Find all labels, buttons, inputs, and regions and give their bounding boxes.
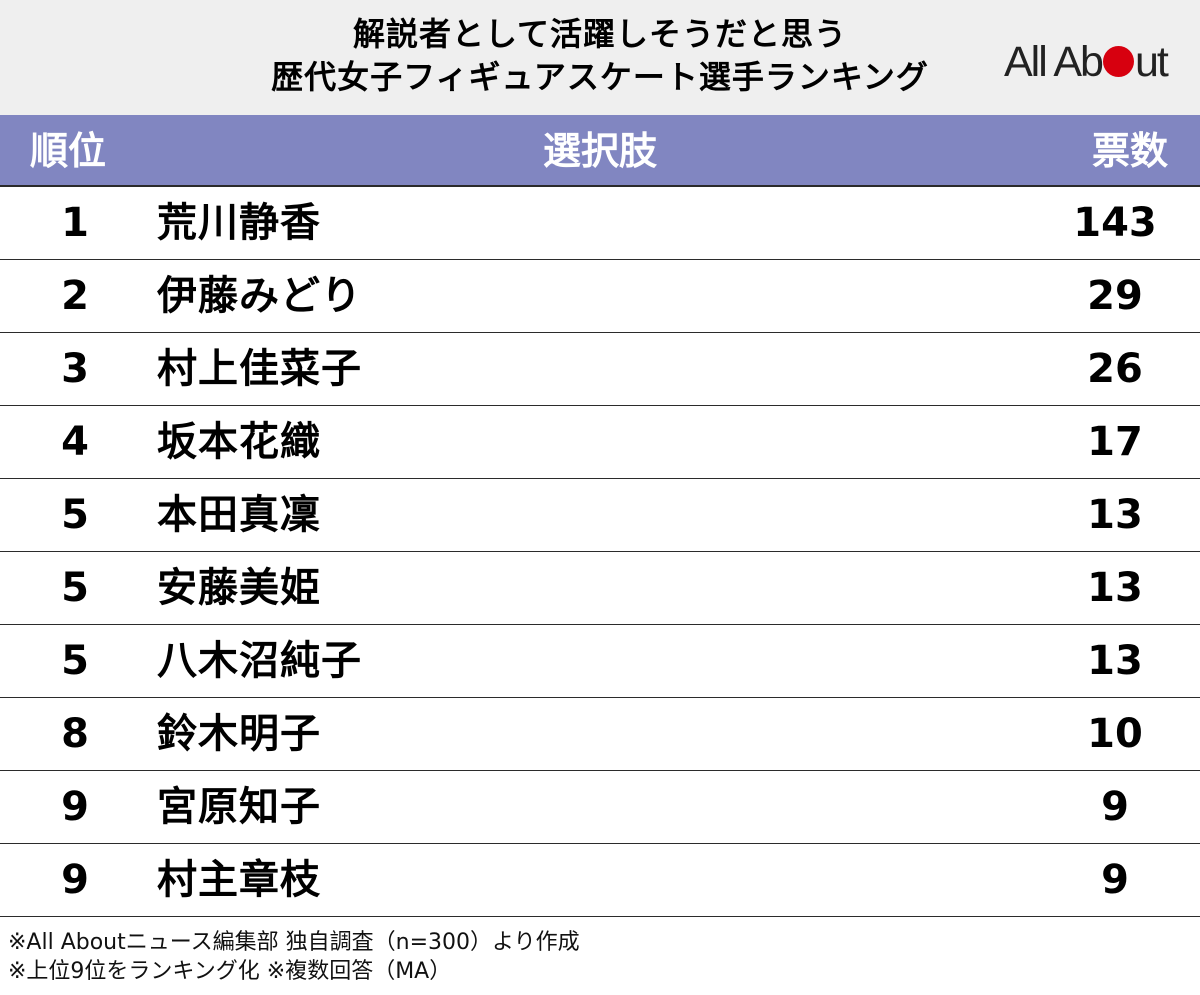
table-header: 選択肢 順位 票数: [0, 115, 1200, 187]
row-rank: 5: [61, 492, 89, 538]
title-banner: 解説者として活躍しそうだと思う 歴代女子フィギュアスケート選手ランキング All…: [0, 0, 1200, 115]
logo-text-prefix: All Ab: [1004, 38, 1104, 86]
row-name: 荒川静香: [157, 200, 321, 246]
row-name: 村上佳菜子: [157, 346, 362, 392]
table-row: 8 鈴木明子 10: [0, 698, 1200, 771]
logo-text-suffix: ut: [1134, 38, 1169, 86]
row-votes: 17: [1087, 419, 1143, 465]
footnote-method: ※上位9位をランキング化 ※複数回答（MA）: [8, 959, 452, 984]
table-row: 4 坂本花織 17: [0, 406, 1200, 479]
logo-red-dot-icon: [1102, 46, 1134, 77]
footnotes: ※All Aboutニュース編集部 独自調査（n=300）より作成 ※上位9位を…: [8, 928, 580, 986]
table-row: 5 本田真凜 13: [0, 479, 1200, 552]
row-rank: 5: [61, 638, 89, 684]
column-header-choice: 選択肢: [542, 129, 657, 173]
row-votes: 13: [1087, 565, 1143, 611]
row-name: 宮原知子: [157, 784, 321, 830]
table-body: 1 荒川静香 143 2 伊藤みどり 29 3 村上佳菜子 26 4 坂本花織 …: [0, 187, 1200, 917]
row-votes: 13: [1087, 638, 1143, 684]
row-rank: 2: [61, 273, 89, 319]
row-rank: 5: [61, 565, 89, 611]
allabout-logo: All Ab ut: [1004, 38, 1169, 86]
title-line-1: 解説者として活躍しそうだと思う: [352, 15, 848, 53]
row-votes: 13: [1087, 492, 1143, 538]
row-rank: 1: [61, 200, 89, 246]
row-name: 安藤美姫: [157, 565, 321, 611]
row-votes: 10: [1087, 711, 1143, 757]
row-name: 本田真凜: [157, 492, 321, 538]
table-row: 3 村上佳菜子 26: [0, 333, 1200, 406]
table-row: 5 安藤美姫 13: [0, 552, 1200, 625]
row-votes: 26: [1087, 346, 1143, 392]
table-row: 1 荒川静香 143: [0, 187, 1200, 260]
row-name: 鈴木明子: [157, 711, 321, 757]
row-rank: 9: [61, 857, 89, 903]
row-rank: 8: [61, 711, 89, 757]
table-row: 2 伊藤みどり 29: [0, 260, 1200, 333]
row-votes: 143: [1073, 200, 1157, 246]
footnote-source: ※All Aboutニュース編集部 独自調査（n=300）より作成: [8, 930, 580, 955]
table-row: 5 八木沼純子 13: [0, 625, 1200, 698]
title-line-2: 歴代女子フィギュアスケート選手ランキング: [271, 58, 929, 96]
header-divider: [0, 185, 1200, 187]
row-votes: 29: [1087, 273, 1143, 319]
row-rank: 4: [61, 419, 89, 465]
column-header-rank: 順位: [30, 129, 107, 173]
table-row: 9 村主章枝 9: [0, 844, 1200, 917]
row-votes: 9: [1101, 784, 1129, 830]
row-name: 村主章枝: [157, 857, 321, 903]
row-name: 八木沼純子: [157, 638, 362, 684]
row-rank: 9: [61, 784, 89, 830]
row-votes: 9: [1101, 857, 1129, 903]
row-rank: 3: [61, 346, 89, 392]
column-header-votes: 票数: [1091, 129, 1168, 173]
row-name: 坂本花織: [157, 419, 321, 465]
table-row: 9 宮原知子 9: [0, 771, 1200, 844]
row-name: 伊藤みどり: [157, 273, 362, 319]
